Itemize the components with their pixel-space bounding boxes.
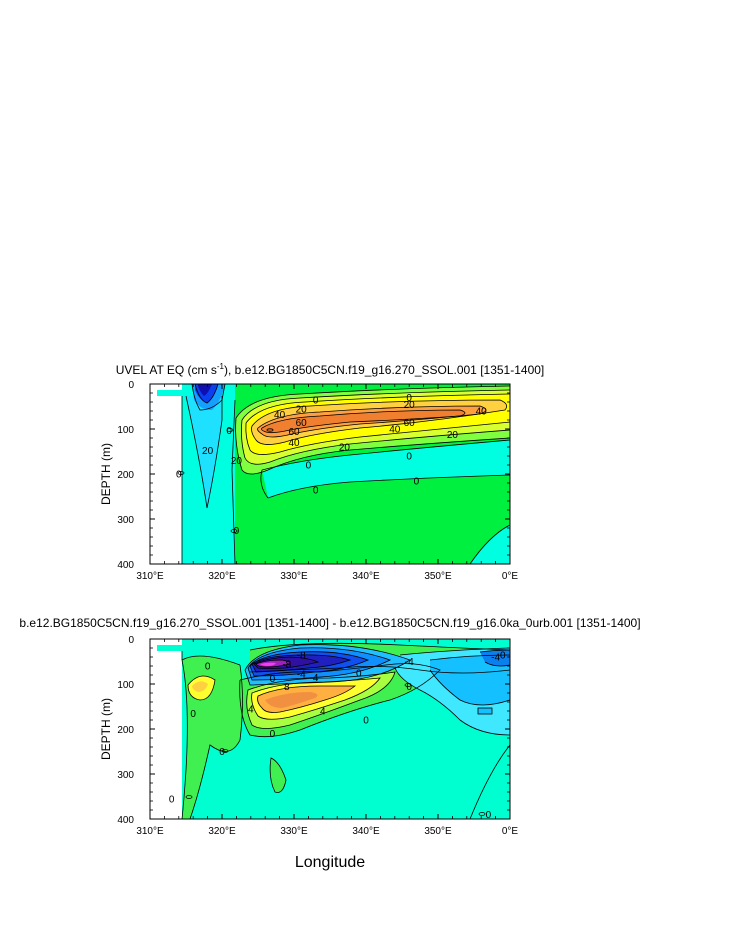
panel-2-contour-label: 0 [406, 682, 412, 693]
panel-1-contour-label: 40 [389, 425, 401, 436]
panel-2: b.e12.BG1850C5CN.f19_g16.270_SSOL.001 [1… [19, 616, 640, 871]
panel-1-contour-label: 60 [288, 427, 300, 438]
panel-1-ytick-label: 300 [117, 515, 134, 526]
panel-1-ytick-label: 100 [117, 425, 134, 436]
panel-1-xtick-label: 0°E [502, 571, 519, 582]
panel-2-ytick-label: 400 [117, 815, 134, 826]
panel-2-contour-label: 0 [363, 716, 369, 727]
panel-2-contour-label: -8 [297, 650, 306, 661]
panel-1-contour-label: 20 [404, 400, 416, 411]
panel-2-xtick-label: 340°E [352, 826, 380, 837]
panel-2-contour-label: -4 [297, 670, 306, 681]
panel-1-xtick-label: 340°E [352, 571, 380, 582]
panel-2-contour-label: 0 [169, 794, 175, 805]
panel-2-xtick-label: 330°E [280, 826, 308, 837]
panel-2-contour-label: -4 [491, 653, 500, 664]
panel-2-xtick-label: 0°E [502, 826, 519, 837]
panel-2-contour-label: 8 [284, 682, 290, 693]
panel-2-contour-label: 0 [270, 729, 276, 740]
panel-2-contour-label: 0 [356, 668, 362, 679]
panel-1-contour-label: 0 [406, 393, 412, 404]
panel-1-contour-label: 0 [176, 470, 182, 481]
panel-1-xtick-label: 310°E [136, 571, 164, 582]
panel-1-xtick-label: 350°E [424, 571, 452, 582]
panel-1-xtick-label: 330°E [280, 571, 308, 582]
panel-1-axes: 310°E 320°E 330°E 340°E 350°E 0°E010020030040… [117, 380, 518, 582]
panel-1-contour-label: 60 [404, 418, 416, 429]
panel-2-contour-label: 0 [205, 662, 211, 673]
panel-1-contour-label: 40 [274, 410, 286, 421]
panel-1-contour-label: 0 [414, 476, 420, 487]
panel-1-ylabel: DEPTH (m) [99, 443, 113, 505]
panel-2-ytick-label: 0 [128, 635, 134, 646]
panel-2-axes: 310°E 320°E 330°E 340°E 350°E 0°E010020030040… [117, 635, 518, 837]
panel-1-contour-label: 20 [447, 430, 459, 441]
panel-1-ytick-label: 400 [117, 560, 134, 571]
panel-2-contour-label: 4 [313, 673, 319, 684]
panel-2-xtick-label: 310°E [136, 826, 164, 837]
panel-2-contour-label: -4 [405, 657, 414, 668]
panel-1-contour-label: 60 [296, 418, 308, 429]
panel-1-contour-label: 20 [231, 456, 243, 467]
panel-1: UVEL AT EQ (cm s-1), b.e12.BG1850C5CN.f1… [99, 362, 544, 582]
panel-2-xtick-label: 320°E [208, 826, 236, 837]
panel-2-ytick-label: 300 [117, 770, 134, 781]
panel-2-contour-label: 0 [190, 709, 196, 720]
panel-2-contour-label: 4 [248, 704, 254, 715]
panel-1-contour-label: 40 [476, 407, 488, 418]
panel-2-ytick-label: 100 [117, 680, 134, 691]
panel-2-contour-label: 0 [270, 674, 276, 685]
panel-1-ytick-label: 0 [128, 380, 134, 391]
panel-2-xlabel: Longitude [295, 854, 365, 871]
panel-1-contour-label: 0 [406, 452, 412, 463]
panel-2-contour-label: 0 [219, 747, 225, 758]
panel-1-title: UVEL AT EQ (cm s-1), b.e12.BG1850C5CN.f1… [116, 362, 545, 377]
panel-1-contour-label: 40 [288, 438, 300, 449]
panel-1-contour-label: 0 [313, 395, 319, 406]
panel-2-xtick-label: 350°E [424, 826, 452, 837]
panel-1-contour-label: 20 [339, 443, 351, 454]
panel-1-contour-label: 0 [226, 426, 232, 437]
panel-2-ytick-label: 200 [117, 725, 134, 736]
panel-2-ylabel: DEPTH (m) [99, 698, 113, 760]
panel-2-contour-label: -8 [282, 659, 291, 670]
panel-1-xtick-label: 320°E [208, 571, 236, 582]
panel-1-contour-label: 0 [306, 461, 312, 472]
panel-1-ytick-label: 200 [117, 470, 134, 481]
panel-1-contour-label: 0 [313, 485, 319, 496]
panel-1-contour-label: 0 [234, 526, 240, 537]
panel-2-contour-label: 0 [500, 650, 506, 661]
panel-2-contour-label: 0 [486, 810, 492, 821]
panel-1-contour-label: 20 [296, 404, 308, 415]
panel-2-title: b.e12.BG1850C5CN.f19_g16.270_SSOL.001 [1… [19, 616, 640, 630]
panel-2-contour-label: 4 [320, 707, 326, 718]
panel-1-contour-label: 20 [202, 446, 214, 457]
